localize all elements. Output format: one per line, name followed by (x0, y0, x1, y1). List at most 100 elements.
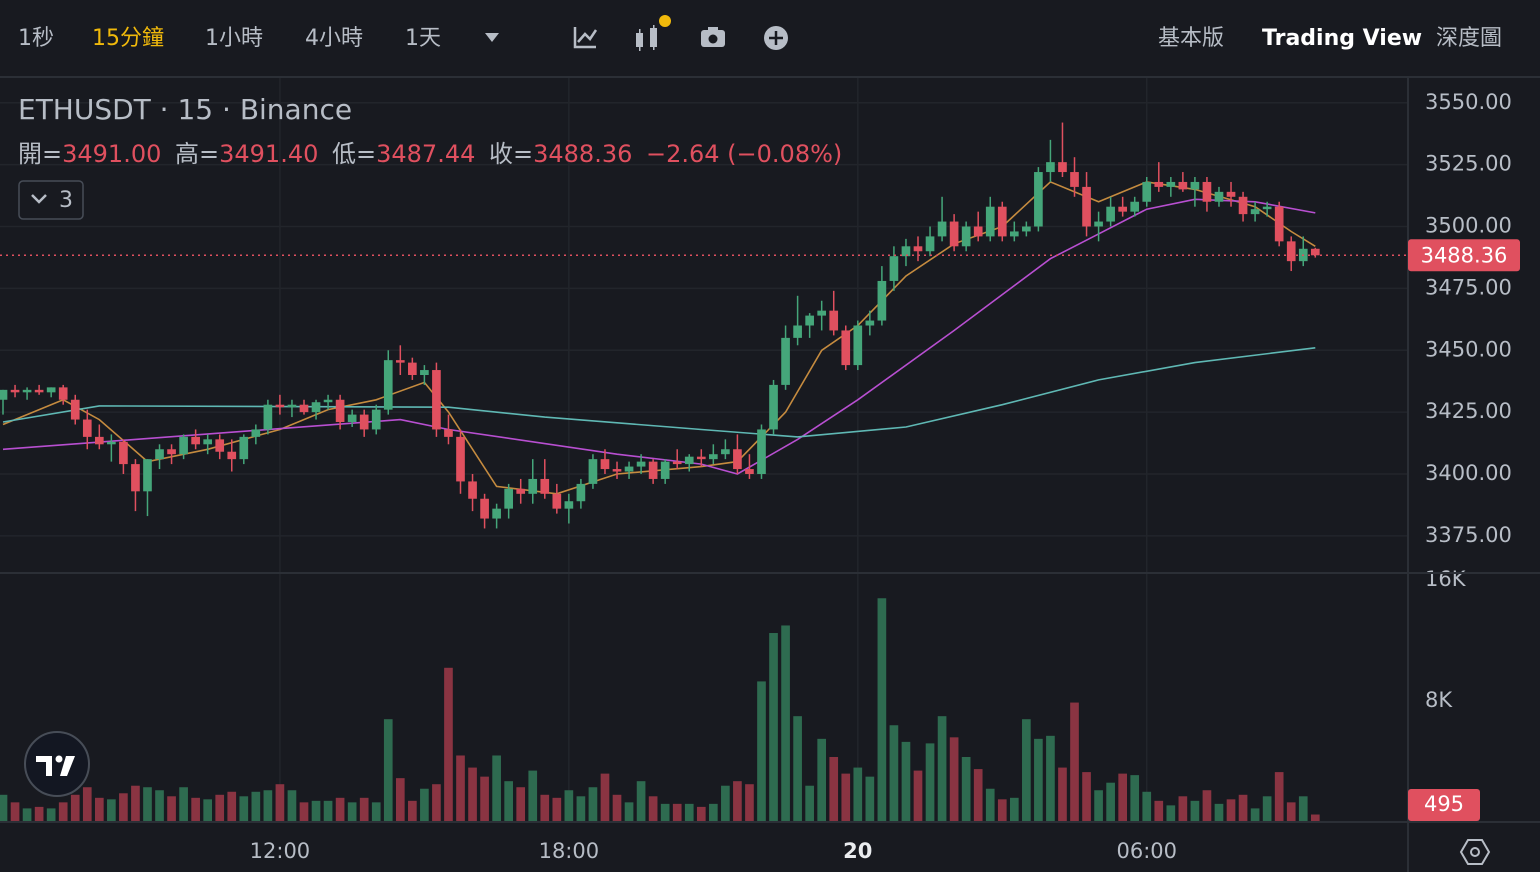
candle-body (1286, 241, 1296, 262)
volume-bar (708, 803, 718, 822)
candle-body (1009, 231, 1019, 237)
volume-bar (1142, 791, 1152, 822)
volume-bar (540, 794, 550, 822)
indicator-toggle[interactable]: 3 (18, 180, 84, 220)
legend-label: 收= (489, 140, 533, 168)
candle-settings-icon[interactable] (636, 15, 671, 51)
volume-bar (203, 799, 213, 822)
candle-body (70, 399, 80, 420)
candle-body (1178, 181, 1188, 190)
candle-body (492, 508, 501, 519)
candle-body (1202, 181, 1212, 202)
candle-body (901, 246, 911, 257)
volume-bar (1022, 719, 1031, 822)
interval[interactable]: 1天 (405, 26, 441, 51)
volume-tag (1408, 789, 1480, 821)
candle-body (672, 461, 682, 465)
interval[interactable]: 1秒 (18, 26, 54, 51)
volume-bar (829, 756, 839, 822)
y-tick-label: 3475.00 (1425, 275, 1512, 299)
interval-active[interactable]: 15分鐘 (92, 26, 164, 51)
candle-body (359, 414, 369, 430)
camera-icon[interactable] (701, 27, 725, 47)
candle-body (1022, 226, 1031, 232)
candle-body (215, 439, 225, 452)
candle-body (1214, 191, 1224, 202)
volume-bar (0, 794, 8, 822)
volume-bar (143, 787, 152, 822)
volume-bar (347, 802, 357, 822)
volume-bar (889, 725, 899, 822)
volume-bar (997, 799, 1007, 822)
volume-bar (793, 716, 802, 822)
indicator-icon[interactable] (573, 27, 598, 49)
candle-body (0, 389, 8, 400)
candle-body (564, 501, 574, 509)
add-icon[interactable] (764, 26, 788, 50)
volume-bar (1190, 800, 1200, 822)
candle-body (432, 370, 441, 430)
volume-bar (1274, 772, 1284, 822)
candle-body (131, 464, 140, 492)
volume-bar (263, 790, 273, 822)
volume-bar (1166, 805, 1176, 822)
volume-bar (227, 791, 237, 822)
ohlc-legend: 開=3491.00 高=3491.40 低=3487.44 收=3488.36 … (18, 140, 842, 168)
volume-bar (1058, 767, 1067, 822)
volume-bar (672, 803, 682, 822)
volume-bar (107, 799, 116, 822)
candle-body (480, 498, 489, 519)
candle-body (468, 481, 477, 499)
volume-bar (901, 741, 911, 822)
volume-bar (949, 737, 959, 822)
candle-body (1094, 221, 1103, 227)
indicator-count: 3 (59, 188, 73, 213)
candle-body (287, 404, 297, 408)
legend-value: 3491.40 (219, 140, 318, 168)
interval[interactable]: 4小時 (305, 26, 363, 51)
candle-body (648, 461, 658, 479)
volume-bar (1046, 735, 1055, 822)
view-tab-active[interactable]: Trading View (1262, 26, 1422, 51)
volume-bar (648, 796, 658, 822)
candle-body (347, 414, 357, 423)
view-tab[interactable]: 基本版 (1158, 26, 1224, 51)
candle-body (1142, 181, 1152, 202)
candle-body (1058, 162, 1067, 173)
candle-body (997, 206, 1007, 237)
candle-body (395, 360, 405, 363)
candle-body (94, 436, 104, 445)
volume-bar (865, 776, 875, 822)
view-tab[interactable]: 深度圖 (1436, 26, 1502, 51)
volume-bar (70, 794, 80, 822)
candle-body (143, 459, 152, 492)
candle-body (82, 419, 92, 437)
volume-bar (721, 785, 730, 822)
candle-body (504, 488, 513, 509)
candle-body (191, 436, 200, 445)
volume-bar (1214, 803, 1224, 822)
volume-bar (251, 791, 261, 822)
dropdown-icon[interactable] (485, 33, 499, 42)
settings-icon[interactable] (1459, 839, 1491, 865)
y-tick-label: 3400.00 (1425, 461, 1512, 485)
interval[interactable]: 1小時 (205, 26, 263, 51)
volume-bar (745, 784, 754, 822)
candle-body (444, 429, 453, 437)
y-tick-label: 3375.00 (1425, 523, 1512, 547)
chart-title: ETHUSDT · 15 · Binance (18, 93, 352, 126)
candle-body (1250, 209, 1260, 215)
volume-bar (1226, 799, 1236, 822)
candle-body (203, 439, 213, 445)
candle-body (1118, 206, 1128, 212)
volume-bar (1130, 775, 1140, 822)
x-tick-label: 20 (843, 839, 872, 863)
candle-body (227, 451, 237, 460)
candle-body (600, 459, 610, 470)
legend-value: 3488.36 (533, 140, 632, 168)
volume-bar (817, 738, 827, 822)
volume-bar (432, 784, 441, 822)
candle-body (1226, 191, 1236, 197)
candle-body (829, 310, 839, 331)
volume-bar (1082, 772, 1091, 822)
